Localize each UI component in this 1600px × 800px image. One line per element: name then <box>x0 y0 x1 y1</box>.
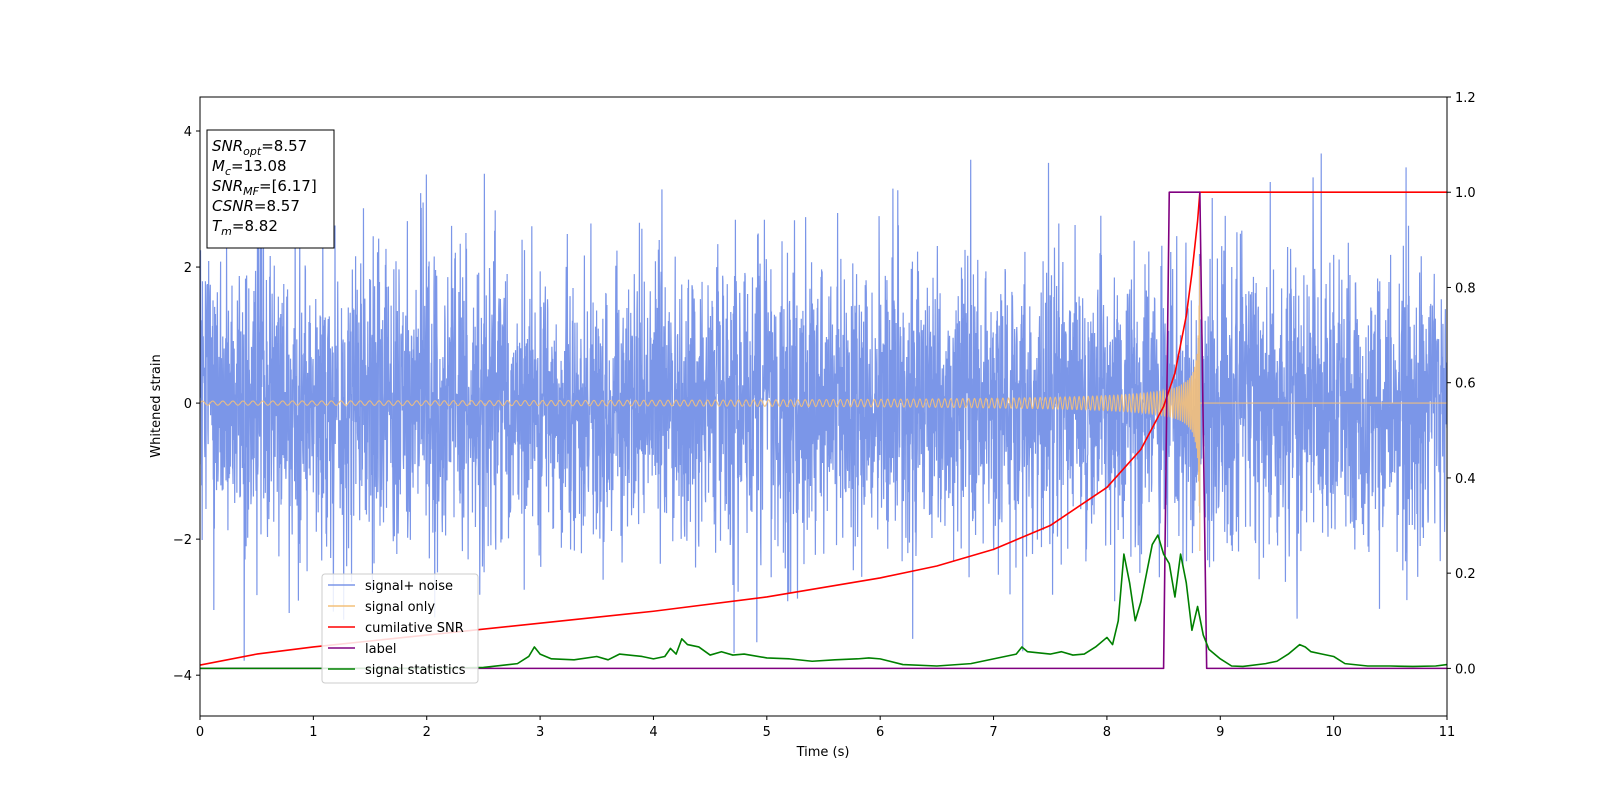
series-layer <box>200 153 1447 670</box>
series-label-line <box>200 191 1447 670</box>
x-tick-label: 7 <box>989 725 997 740</box>
x-tick-label: 1 <box>309 725 317 740</box>
y2-tick-label: 0.6 <box>1455 377 1476 392</box>
legend-frame <box>321 573 479 684</box>
plot-frame <box>199 96 1448 717</box>
x-tick-label: 0 <box>196 725 204 740</box>
x-tick-label: 9 <box>1216 725 1224 740</box>
y-axis-label: Whitened strain <box>149 354 164 457</box>
y-tick-label: 0 <box>184 397 192 412</box>
series-signal-statistics-line <box>200 534 1447 670</box>
annotation-box: SNRopt=8.57Mc=13.08SNRMF=[6.17]CSNR=8.57… <box>206 129 335 249</box>
x-tick-label: 2 <box>423 725 431 740</box>
y2-tick-label: 0.2 <box>1455 567 1476 582</box>
y-axis-right: 1.2 1.0 0.8 0.6 0.4 0.2 0.0 <box>1447 91 1476 677</box>
x-tick-label: 11 <box>1439 725 1456 740</box>
legend-label: signal+ noise <box>365 579 453 594</box>
legend-label: label <box>365 642 396 657</box>
annotation-line: Tm=8.82 <box>212 217 278 238</box>
y2-tick-label: 0.4 <box>1455 472 1476 487</box>
annotation-frame <box>206 129 335 249</box>
x-tick-label: 5 <box>763 725 771 740</box>
legend-label: cumilative SNR <box>365 621 464 636</box>
x-axis-label: Time (s) <box>796 745 850 760</box>
legend-label: signal only <box>365 600 435 615</box>
x-tick-label: 8 <box>1103 725 1111 740</box>
y-tick-label: 2 <box>184 261 192 276</box>
y-axis-left: 4 2 0 −2 −4 <box>173 125 200 684</box>
legend: signal+ noise signal only cumilative SNR la… <box>321 573 479 684</box>
x-tick-label: 6 <box>876 725 884 740</box>
x-axis: 0 1 2 3 4 5 6 7 8 9 10 11 <box>196 716 1455 740</box>
y-tick-label: 4 <box>184 125 192 140</box>
y-tick-label: −2 <box>173 533 192 548</box>
y2-tick-label: 0.8 <box>1455 281 1476 296</box>
annotation-line: Mc=13.08 <box>212 157 287 178</box>
x-tick-label: 3 <box>536 725 544 740</box>
annotation-line: SNRopt=8.57 <box>212 137 307 158</box>
legend-label: signal statistics <box>365 663 466 678</box>
y2-tick-label: 1.2 <box>1455 91 1476 106</box>
y2-tick-label: 0.0 <box>1455 662 1476 677</box>
y2-tick-label: 1.0 <box>1455 186 1476 201</box>
annotation-line: SNRMF=[6.17] <box>212 177 317 198</box>
series-cumulative-snr-line <box>200 191 1447 666</box>
series-signal-only-line <box>200 265 1447 551</box>
y-tick-label: −4 <box>173 669 192 684</box>
annotation-line: CSNR=8.57 <box>212 197 300 215</box>
x-tick-label: 10 <box>1325 725 1342 740</box>
series-signal-noise-line <box>200 153 1447 661</box>
x-tick-label: 4 <box>649 725 657 740</box>
